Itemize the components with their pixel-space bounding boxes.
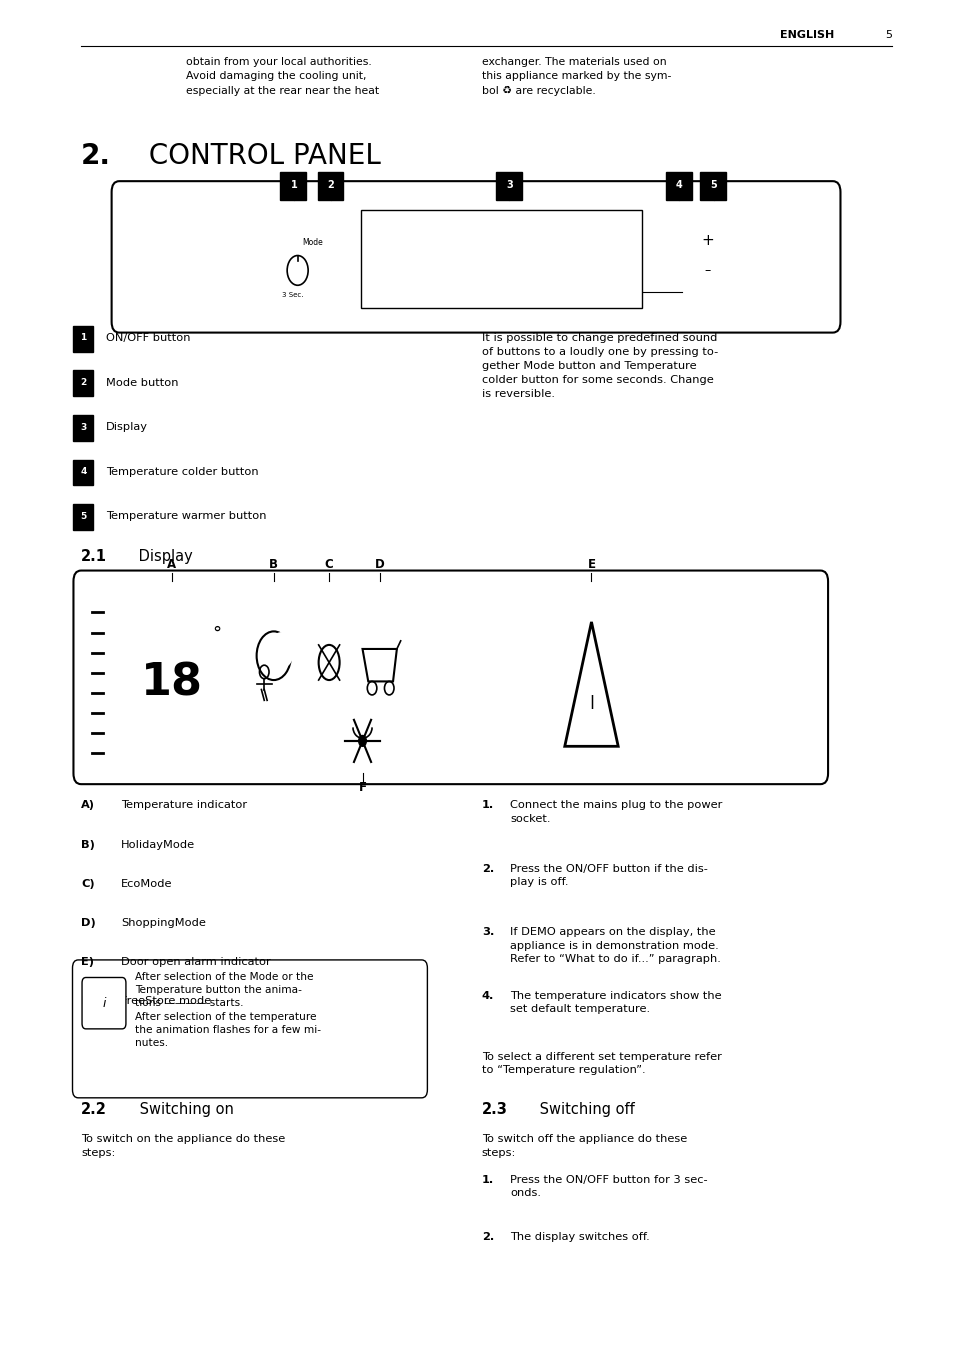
Text: B): B): [81, 840, 95, 849]
Text: Display: Display: [106, 422, 148, 433]
Text: FreeStore mode: FreeStore mode: [121, 996, 212, 1006]
Text: +: +: [700, 233, 714, 249]
Text: D: D: [375, 557, 384, 571]
Text: C): C): [81, 879, 94, 888]
Text: 5: 5: [80, 512, 87, 521]
Text: If DEMO appears on the display, the
appliance is in demonstration mode.
Refer to: If DEMO appears on the display, the appl…: [510, 927, 720, 964]
Text: Connect the mains plug to the power
socket.: Connect the mains plug to the power sock…: [510, 800, 722, 823]
FancyBboxPatch shape: [82, 977, 126, 1029]
Text: 4: 4: [80, 468, 87, 476]
Text: 2.: 2.: [81, 142, 111, 170]
Text: obtain from your local authorities.
Avoid damaging the cooling unit,
especially : obtain from your local authorities. Avoi…: [186, 57, 378, 96]
Text: Temperature indicator: Temperature indicator: [121, 800, 247, 810]
Text: 5: 5: [709, 180, 717, 191]
Text: 3 Sec.: 3 Sec.: [282, 292, 303, 297]
Text: 4.: 4.: [481, 991, 494, 1000]
Text: ON/OFF button: ON/OFF button: [106, 333, 191, 343]
FancyBboxPatch shape: [317, 172, 343, 200]
Text: D): D): [81, 918, 95, 927]
Text: E): E): [81, 957, 94, 967]
Text: 2.: 2.: [481, 1232, 494, 1241]
Text: Door open alarm indicator: Door open alarm indicator: [121, 957, 271, 967]
Text: Switching off: Switching off: [535, 1102, 635, 1117]
Text: ENGLISH: ENGLISH: [780, 30, 834, 39]
Text: 2.3: 2.3: [481, 1102, 507, 1117]
Text: A: A: [167, 557, 176, 571]
Text: Press the ON/OFF button for 3 sec-
onds.: Press the ON/OFF button for 3 sec- onds.: [510, 1175, 707, 1198]
FancyBboxPatch shape: [73, 460, 93, 485]
FancyBboxPatch shape: [496, 172, 521, 200]
Text: 3: 3: [80, 423, 87, 431]
Circle shape: [358, 735, 366, 746]
Text: –: –: [704, 264, 710, 277]
Text: After selection of the Mode or the
Temperature button the anima-
tions ———— star: After selection of the Mode or the Tempe…: [135, 972, 321, 1048]
Text: Switching on: Switching on: [134, 1102, 233, 1117]
Text: 5: 5: [884, 30, 891, 39]
Text: It is possible to change predefined sound
of buttons to a loudly one by pressing: It is possible to change predefined soun…: [481, 333, 718, 399]
FancyBboxPatch shape: [72, 960, 427, 1098]
Text: CONTROL PANEL: CONTROL PANEL: [140, 142, 380, 170]
Text: Mode: Mode: [302, 238, 323, 247]
Text: C: C: [324, 557, 334, 571]
Text: 1.: 1.: [481, 1175, 494, 1184]
Text: HolidayMode: HolidayMode: [121, 840, 195, 849]
Text: 3.: 3.: [481, 927, 494, 937]
FancyBboxPatch shape: [73, 504, 93, 530]
Text: 1: 1: [80, 334, 87, 342]
FancyBboxPatch shape: [700, 172, 725, 200]
Text: 18: 18: [141, 661, 202, 704]
Text: A): A): [81, 800, 95, 810]
Text: i: i: [102, 996, 106, 1010]
FancyBboxPatch shape: [665, 172, 691, 200]
Bar: [360, 210, 641, 308]
Text: To switch off the appliance do these
steps:: To switch off the appliance do these ste…: [481, 1134, 686, 1159]
Text: The display switches off.: The display switches off.: [510, 1232, 649, 1241]
Text: Mode button: Mode button: [106, 377, 178, 388]
Text: Press the ON/OFF button if the dis-
play is off.: Press the ON/OFF button if the dis- play…: [510, 864, 707, 887]
Text: B: B: [269, 557, 278, 571]
Text: |: |: [588, 695, 594, 708]
Circle shape: [268, 633, 294, 668]
Text: ShoppingMode: ShoppingMode: [121, 918, 206, 927]
Text: To switch on the appliance do these
steps:: To switch on the appliance do these step…: [81, 1134, 285, 1159]
Text: EcoMode: EcoMode: [121, 879, 172, 888]
Text: 2.1: 2.1: [81, 549, 107, 564]
FancyBboxPatch shape: [112, 181, 840, 333]
Text: To select a different set temperature refer
to “Temperature regulation”.: To select a different set temperature re…: [481, 1052, 720, 1075]
Text: exchanger. The materials used on
this appliance marked by the sym-
bol ♻ are rec: exchanger. The materials used on this ap…: [481, 57, 671, 96]
Text: 1: 1: [290, 180, 297, 191]
Text: F): F): [81, 996, 94, 1006]
Text: 2: 2: [327, 180, 335, 191]
Text: 3: 3: [505, 180, 513, 191]
Text: Display: Display: [133, 549, 193, 564]
Text: The temperature indicators show the
set default temperature.: The temperature indicators show the set …: [510, 991, 721, 1014]
FancyBboxPatch shape: [73, 326, 93, 352]
Text: F: F: [358, 781, 366, 795]
Text: 2: 2: [80, 379, 87, 387]
Text: 2.2: 2.2: [81, 1102, 107, 1117]
Text: °: °: [212, 625, 221, 642]
FancyBboxPatch shape: [73, 370, 93, 396]
Text: Temperature warmer button: Temperature warmer button: [106, 511, 266, 522]
Text: 4: 4: [675, 180, 682, 191]
FancyBboxPatch shape: [73, 415, 93, 441]
FancyBboxPatch shape: [280, 172, 306, 200]
FancyBboxPatch shape: [73, 571, 827, 784]
Text: Temperature colder button: Temperature colder button: [106, 466, 258, 477]
Text: E: E: [587, 557, 595, 571]
Text: 2.: 2.: [481, 864, 494, 873]
Text: 1.: 1.: [481, 800, 494, 810]
